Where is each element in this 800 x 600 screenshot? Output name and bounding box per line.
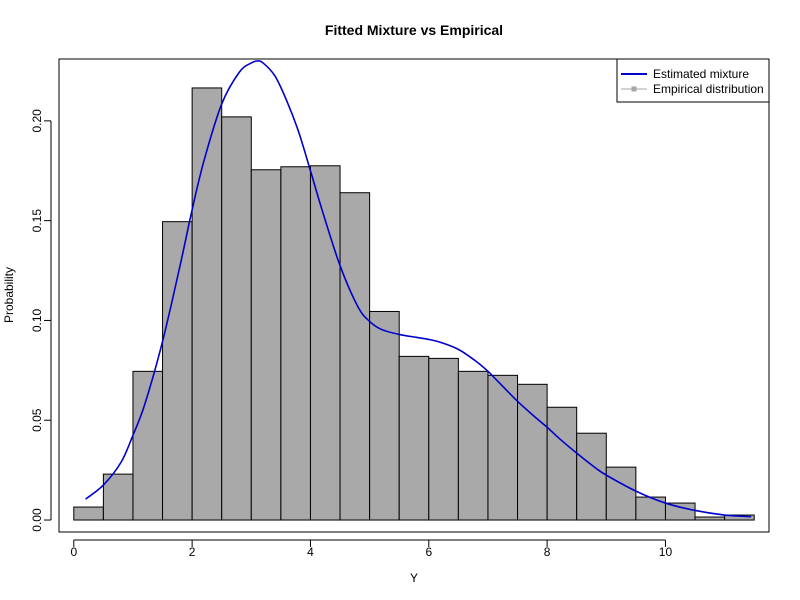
- y-tick-label: 0.10: [30, 308, 44, 332]
- x-tick-label: 6: [425, 545, 432, 559]
- x-tick-label: 0: [70, 545, 77, 559]
- histogram-bar-10: [369, 310, 400, 521]
- mixture-line: [85, 60, 752, 518]
- histogram-bar-6: [250, 169, 282, 521]
- legend-box: [616, 58, 770, 103]
- legend-label-estimated-mixture: Estimated mixture: [653, 67, 749, 81]
- histogram-bar-7: [280, 166, 311, 521]
- x-tick-label: 10: [659, 545, 673, 559]
- chart-title: Fitted Mixture vs Empirical: [325, 22, 503, 38]
- histogram-bar-12: [428, 357, 459, 521]
- histogram-bar-3: [162, 221, 193, 521]
- x-tick-label: 8: [544, 545, 551, 559]
- histogram-bar-22: [724, 514, 755, 521]
- y-tick-label: 0.15: [30, 209, 44, 233]
- x-axis: 0 2 4 6 8 10: [70, 539, 673, 559]
- histogram-bar-0: [73, 506, 104, 521]
- x-axis-label: Y: [410, 571, 418, 585]
- histogram-bar-14: [487, 374, 519, 521]
- histogram-bar-20: [664, 502, 696, 521]
- x-tick-label: 2: [189, 545, 196, 559]
- histogram-bar-17: [576, 432, 607, 521]
- y-axis-label: Probability: [2, 267, 16, 323]
- y-axis: 0.00 0.05 0.10 0.15 0.20: [30, 109, 52, 532]
- y-tick-label: 0.20: [30, 109, 44, 133]
- x-tick-label: 4: [307, 545, 314, 559]
- legend-label-empirical-distribution: Empirical distribution: [653, 82, 764, 96]
- legend-marker-empirical-distribution: [631, 86, 637, 92]
- histogram-bar-11: [398, 355, 430, 521]
- histogram-bar-18: [605, 466, 637, 521]
- histogram-bars: [73, 87, 755, 521]
- histogram-bar-16: [546, 406, 578, 521]
- histogram-bar-13: [457, 370, 489, 521]
- histogram-bar-1: [102, 473, 134, 521]
- histogram-bar-9: [339, 192, 371, 521]
- histogram-bar-19: [635, 496, 666, 521]
- y-tick-label: 0.05: [30, 408, 44, 432]
- y-tick-label: 0.00: [30, 508, 44, 532]
- mixture-curve: [85, 60, 752, 518]
- plot-area-border: [58, 58, 770, 533]
- histogram-bar-21: [694, 516, 726, 521]
- legend: Estimated mixture Empirical distribution: [616, 58, 770, 103]
- histogram-bar-4: [191, 87, 223, 521]
- histogram-bar-5: [221, 116, 252, 521]
